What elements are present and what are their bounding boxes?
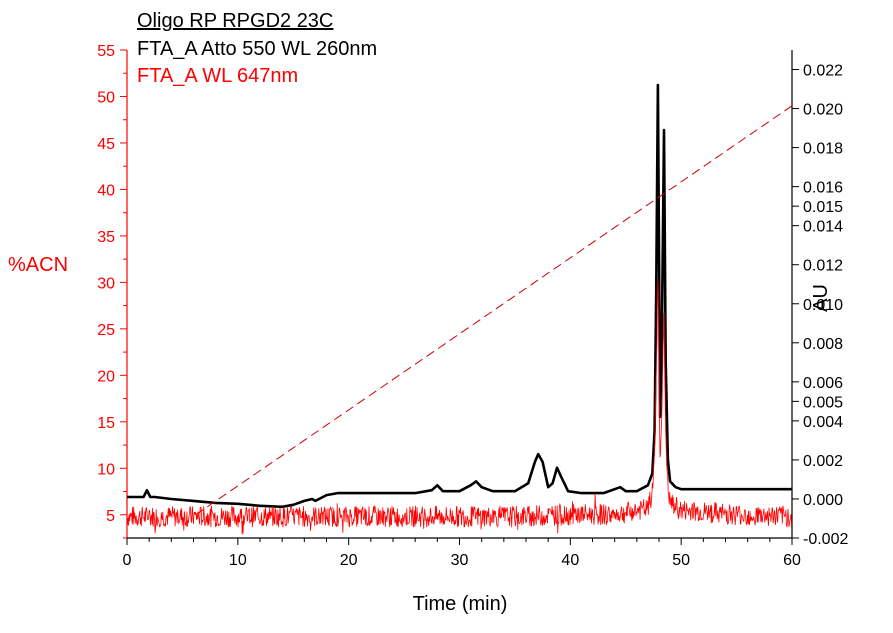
right-y-tick-label: 0.012 <box>803 258 843 275</box>
plot-frame <box>126 50 793 539</box>
series-group <box>126 83 793 535</box>
x-tick-label: 40 <box>561 552 579 569</box>
right-y-axis-title: AU <box>810 284 832 312</box>
left-y-tick-label: 50 <box>97 89 115 106</box>
right-y-axis: 0.022 0.020 0.018 0.016 0.015 0.014 0.012 0.010… <box>792 63 848 548</box>
left-y-tick-label: 40 <box>97 182 115 199</box>
left-y-tick-label: 45 <box>97 136 115 153</box>
x-tick-label: 20 <box>340 552 358 569</box>
right-y-tick-label: 0.005 <box>803 394 843 411</box>
right-y-tick-label: 0.010 <box>803 297 843 314</box>
left-y-tick-label: 10 <box>97 461 115 478</box>
right-y-tick-label: 0.022 <box>803 63 843 80</box>
left-y-tick-label: 25 <box>97 322 115 339</box>
legend: Oligo RP RPGD2 23C FTA_A Atto 550 WL 260… <box>137 10 377 87</box>
right-y-tick-label: 0.008 <box>803 336 843 353</box>
left-y-tick-label: 5 <box>106 508 115 525</box>
left-y-tick-label: 35 <box>97 229 115 246</box>
right-y-tick-label: 0.016 <box>803 180 843 197</box>
right-y-tick-label: 0.002 <box>803 453 843 470</box>
x-tick-label: 60 <box>783 552 801 569</box>
legend-title: Oligo RP RPGD2 23C <box>137 10 333 32</box>
x-tick-label: 0 <box>123 552 132 569</box>
right-y-tick-label: -0.002 <box>803 531 848 548</box>
legend-entry-black-trace: FTA_A Atto 550 WL 260nm <box>137 38 377 60</box>
right-y-tick-label: 0.014 <box>803 219 843 236</box>
left-y-tick-label: 55 <box>97 43 115 60</box>
right-y-tick-label: 0.006 <box>803 375 843 392</box>
left-y-axis: 5 10 15 20 25 30 35 40 45 50 55 <box>97 43 127 539</box>
right-y-tick-label: 0.020 <box>803 102 843 119</box>
right-y-tick-label: 0.000 <box>803 492 843 509</box>
x-tick-label: 50 <box>672 552 690 569</box>
series-line-red-trace <box>126 280 793 535</box>
x-axis-title: Time (min) <box>413 593 508 615</box>
right-y-tick-label: 0.015 <box>803 199 843 216</box>
series-line-gradient <box>195 105 793 516</box>
x-tick-label: 10 <box>229 552 247 569</box>
left-y-tick-label: 30 <box>97 275 115 292</box>
left-y-axis-title: %ACN <box>8 254 68 276</box>
right-y-tick-label: 0.004 <box>803 414 843 431</box>
left-y-tick-label: 15 <box>97 415 115 432</box>
x-tick-label: 30 <box>451 552 469 569</box>
right-y-tick-label: 0.018 <box>803 141 843 158</box>
left-y-tick-label: 20 <box>97 368 115 385</box>
x-axis: 0 10 20 30 40 50 60 <box>123 538 801 569</box>
legend-entry-red-trace: FTA_A WL 647nm <box>137 65 298 87</box>
series-line-black-trace <box>127 83 792 509</box>
